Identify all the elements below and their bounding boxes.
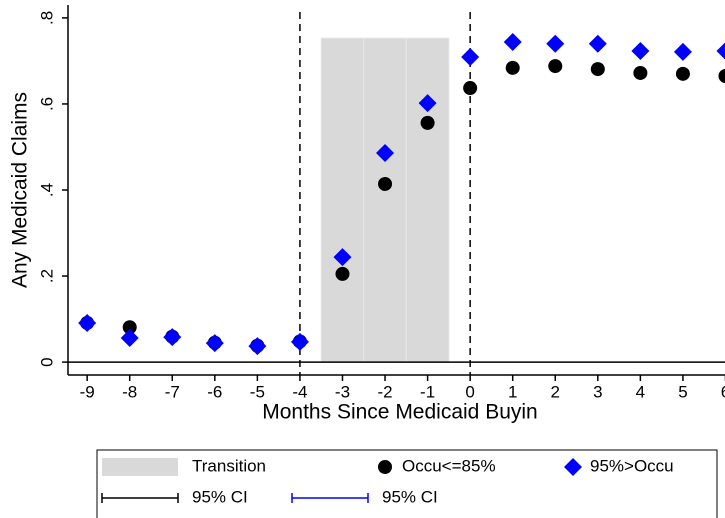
legend: Transition Occu<=85% 95%>Occu 95% CI 95% CI [101, 456, 674, 506]
x-tick-label: 4 [636, 382, 645, 401]
x-tick-label: -3 [335, 382, 350, 401]
x-tick-label: 0 [465, 382, 474, 401]
plot-area: 0 .2 .4 .6 .8 -9 -8 -7 -6 -5 -4 -3 -2 -1 0 1 2 3 4 5 6 [37, 5, 725, 401]
y-axis-title: Any Medicaid Claims [9, 92, 32, 288]
marker [122, 320, 137, 335]
marker [505, 60, 520, 75]
x-tick-label: 1 [508, 382, 517, 401]
x-tick-label: -8 [122, 382, 137, 401]
marker [461, 48, 480, 67]
marker [503, 33, 522, 51]
legend-label: 95% CI [192, 487, 248, 506]
legend-swatch [564, 458, 582, 476]
legend-label: Occu<=85% [402, 456, 496, 475]
marker [546, 34, 565, 53]
marker [631, 42, 650, 61]
x-tick-label: 5 [678, 382, 687, 401]
marker [376, 144, 395, 162]
x-tick-label: -1 [420, 382, 435, 401]
bar [320, 37, 365, 363]
marker [718, 69, 725, 83]
legend-label: 95%>Occu [590, 456, 674, 475]
x-tick-label: -4 [292, 382, 307, 401]
legend-box [96, 449, 718, 518]
legend-label: 95% CI [382, 487, 438, 506]
marker [633, 65, 648, 80]
x-tick-label: 3 [593, 382, 602, 401]
marker [120, 329, 139, 347]
y-tick-label: .4 [37, 183, 56, 197]
marker [463, 81, 478, 96]
legend-label: Transition [192, 456, 266, 475]
y-tick-label: .6 [37, 97, 56, 111]
marker [675, 66, 690, 81]
legend-swatch [102, 458, 178, 476]
bar [405, 37, 450, 363]
marker [335, 266, 350, 281]
x-axis-title: Months Since Medicaid Buyin [262, 401, 537, 424]
x-tick-label: -7 [165, 382, 180, 401]
marker [588, 34, 607, 53]
x-tick-label: -2 [377, 382, 392, 401]
marker [248, 337, 267, 356]
bar [363, 37, 407, 363]
y-tick-label: 0 [37, 357, 56, 366]
marker [590, 62, 605, 77]
marker [378, 176, 393, 191]
x-tick-label: 6 [721, 382, 725, 401]
marker [716, 42, 725, 60]
marker [205, 334, 224, 353]
marker [163, 328, 182, 347]
marker [333, 248, 352, 267]
marker [290, 332, 309, 351]
y-tick-label: .2 [37, 269, 56, 283]
x-tick-label: 2 [551, 382, 560, 401]
y-tick-label: .8 [37, 11, 56, 25]
marker [420, 115, 435, 130]
marker [548, 59, 563, 74]
x-tick-label: -9 [80, 382, 95, 401]
marker [78, 313, 97, 332]
marker [673, 42, 692, 61]
marker [418, 94, 437, 113]
legend-swatch [378, 460, 392, 474]
x-tick-label: -5 [250, 382, 265, 401]
x-tick-label: -6 [207, 382, 222, 401]
